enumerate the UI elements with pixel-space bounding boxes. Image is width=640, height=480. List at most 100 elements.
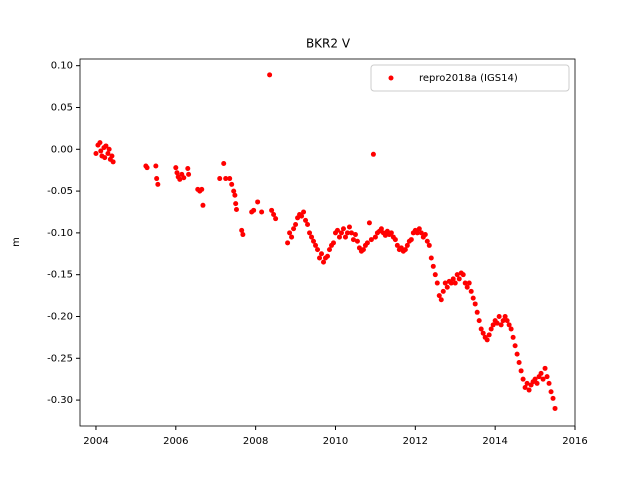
data-point [173,165,179,171]
data-point [506,322,512,328]
data-point [462,280,468,286]
data-point [484,337,490,343]
data-point [388,230,394,236]
data-point [442,280,448,286]
data-point [221,160,227,166]
data-point [546,380,552,386]
data-point [217,176,223,182]
data-point [229,181,235,187]
data-point [303,217,309,223]
data-point [494,320,500,326]
data-point [240,232,246,238]
data-point [436,293,442,299]
data-point [404,242,410,248]
data-point [514,351,520,357]
data-point [548,389,554,395]
data-point [510,334,516,340]
data-point [474,309,480,315]
x-tick-label: 2016 [562,436,587,447]
data-point [466,280,472,286]
data-point [478,326,484,332]
data-point [334,227,340,233]
data-point [550,395,556,401]
data-point [524,380,530,386]
data-point [394,242,400,248]
data-point [344,230,350,236]
data-point [522,385,528,391]
x-tick-label: 2006 [163,436,188,447]
data-point [434,280,440,286]
data-point [144,165,150,171]
data-point [450,276,456,282]
data-point [251,207,257,213]
data-point [414,230,420,236]
data-point [408,237,414,243]
data-point [516,359,522,365]
data-point [464,284,470,290]
x-tick-label: 2008 [243,436,268,447]
plot-frame [79,58,576,427]
data-point [354,238,360,244]
data-point [102,155,108,161]
data-point [106,146,112,152]
data-point [460,272,466,278]
data-point [512,343,518,349]
data-point [452,280,458,286]
data-point [490,322,496,328]
data-point [544,374,550,380]
data-point [313,242,319,248]
data-point [103,143,109,149]
data-point [480,330,486,336]
data-point [110,159,116,165]
data-point [488,326,494,332]
data-point [470,295,476,301]
y-tick-label: 0.10 [51,61,73,72]
data-point [468,288,474,294]
data-point [456,276,462,282]
y-axis-label: m [11,237,22,247]
data-point [416,226,422,232]
data-point [350,237,356,243]
x-tick-label: 2004 [83,436,108,447]
data-point [287,230,293,236]
data-point [440,288,446,294]
data-point [372,234,378,240]
data-point [534,380,540,386]
legend-box [370,64,570,92]
data-point [273,216,279,222]
data-point [259,209,265,215]
data-point [315,247,321,253]
data-point [426,242,432,248]
data-point [508,326,514,332]
data-point [271,211,277,217]
data-point [340,226,346,232]
data-point [402,247,408,253]
data-point [346,224,352,230]
x-tick-label: 2012 [403,436,428,447]
data-point [199,186,205,192]
data-point [185,166,191,172]
data-point [438,297,444,303]
x-tick-label: 2014 [482,436,507,447]
data-point [538,370,544,376]
data-point [154,176,160,182]
y-tick-label: -0.15 [47,270,73,281]
data-point [326,247,332,253]
data-point [269,207,275,213]
data-point [232,192,238,198]
data-point [299,213,305,219]
data-point [97,140,103,146]
data-point [336,234,342,240]
data-point [338,230,344,236]
data-point [231,188,237,194]
data-point [540,376,546,382]
data-point [307,230,313,236]
data-point [319,251,325,257]
data-point [233,201,239,207]
data-point [542,365,548,371]
y-tick-label: -0.25 [47,353,73,364]
data-point [392,237,398,243]
data-point [476,318,482,324]
data-point [526,387,532,393]
data-point [305,222,311,228]
